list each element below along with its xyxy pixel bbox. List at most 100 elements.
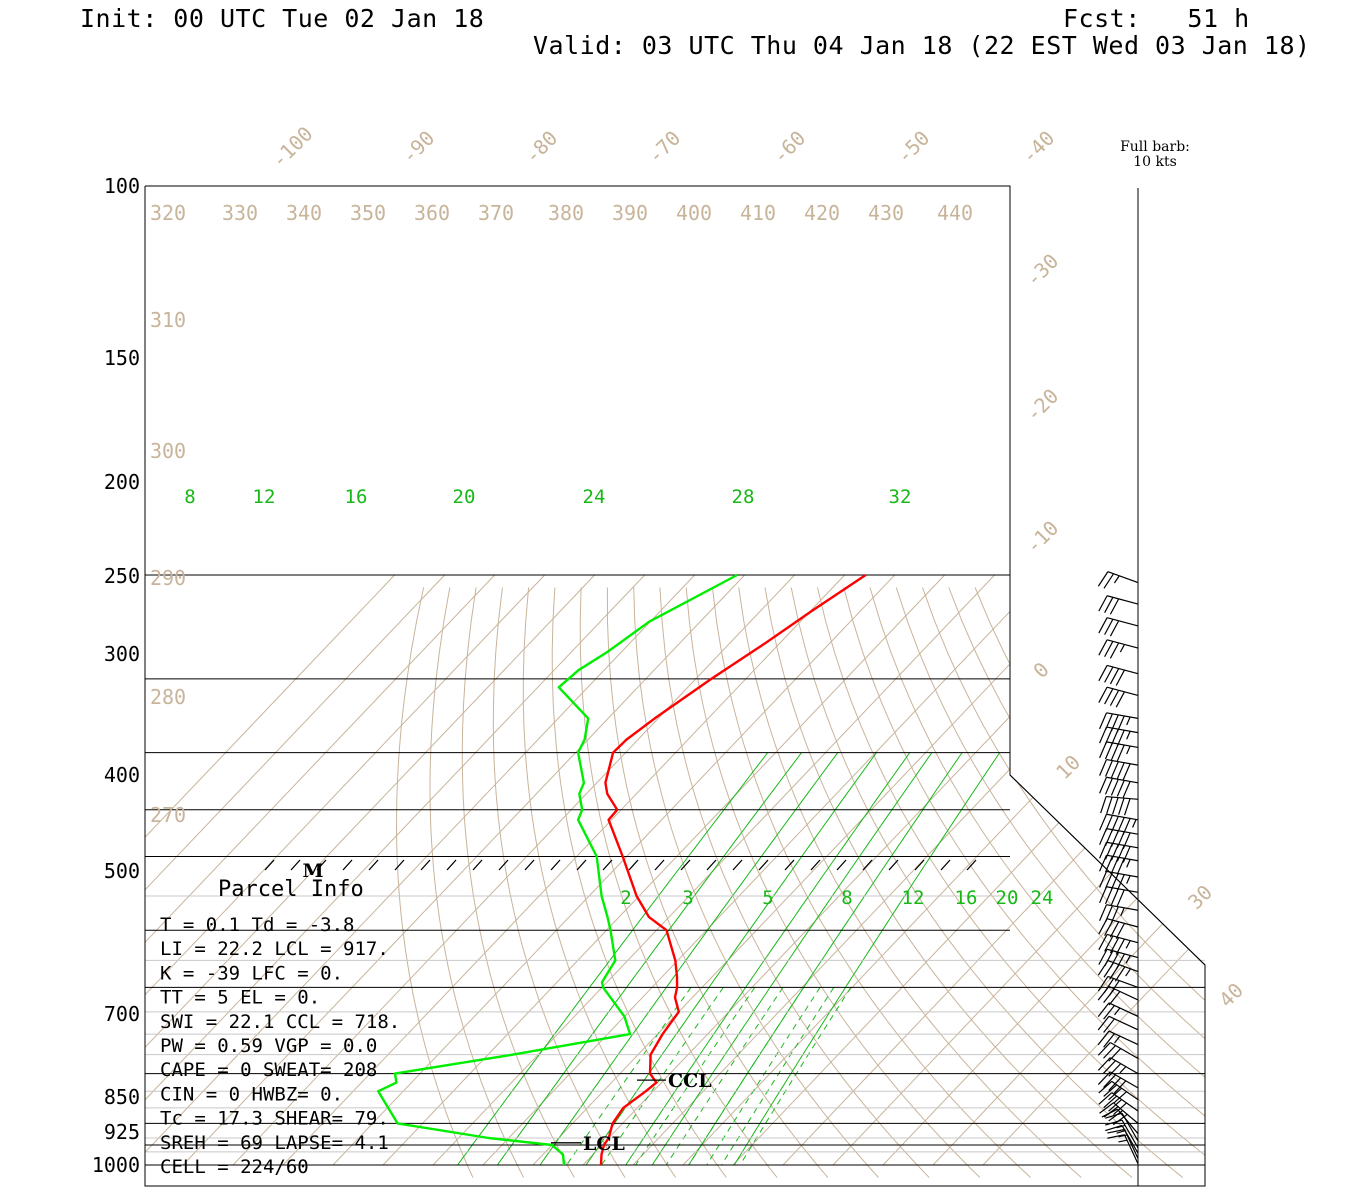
hatch-mark: [290, 859, 301, 871]
wind-barb-staff: [1106, 854, 1139, 862]
wind-barb-flag: [1113, 1091, 1127, 1104]
hatch-mark: [836, 859, 847, 871]
dry-adiabat-line: [461, 587, 575, 1178]
wind-barb-staff: [1106, 776, 1139, 784]
wind-barb-flag: [1108, 1099, 1123, 1112]
isotherm-line: [145, 574, 596, 1166]
wind-barb-staff: [1106, 886, 1139, 893]
wind-barb-flag: [1107, 1134, 1125, 1139]
pressure-label: 700: [104, 1002, 140, 1026]
parcel-info-line: T = 0.1 Td = -3.8: [160, 914, 354, 936]
mixing-ratio-label-lower: 16: [955, 887, 978, 909]
wind-barb-staff: [1106, 595, 1139, 605]
dewpoint-line: [377, 573, 738, 1166]
wind-barb-flag: [1109, 964, 1120, 980]
wind-barb-flag: [1118, 797, 1125, 815]
wind-barb-staff: [1109, 1071, 1139, 1089]
isotherm-line: [732, 574, 1205, 1166]
wind-barb-staff: [1106, 617, 1139, 627]
wind-barb-staff: [1106, 813, 1139, 821]
mixing-ratio-dashed-curve: [566, 987, 692, 1166]
wind-barb-flag: [1109, 689, 1120, 706]
theta-label: 310: [150, 308, 186, 332]
isotherm-line: [145, 574, 396, 1166]
hatch-mark: [914, 859, 925, 871]
hatch-mark: [732, 859, 743, 871]
forecast-hour: Fcst: 51 h: [1063, 4, 1250, 33]
dry-adiabat-line: [948, 587, 1205, 1178]
theta-label: 370: [478, 201, 514, 225]
wind-barbs: [1097, 571, 1139, 1164]
wind-barb-flag: [1098, 934, 1108, 951]
wind-barb-flag: [1098, 617, 1108, 634]
wind-barb-staff: [1106, 870, 1139, 878]
pressure-label: 300: [104, 642, 140, 666]
mixing-ratio-label-lower: 8: [841, 887, 852, 909]
wind-barb-staff: [1106, 686, 1139, 697]
mixing-ratio-label-upper: 16: [345, 486, 368, 508]
sounding-series: LCL CCL M: [302, 573, 867, 1166]
wind-barb-flag: [1110, 844, 1119, 861]
pressure-label: 150: [104, 346, 140, 370]
wind-barb-flag: [1099, 904, 1108, 921]
hatch-mark: [784, 859, 795, 871]
parcel-info-line: LI = 22.2 LCL = 917.: [160, 938, 389, 960]
wind-barb-flag: [1103, 1095, 1118, 1109]
wind-barb-half-flag: [1119, 644, 1126, 653]
theta-label: 440: [937, 201, 973, 225]
wind-barb-flag: [1103, 1074, 1116, 1088]
level-marker-m-label: M: [302, 860, 323, 882]
level-marker-lcl-label: LCL: [583, 1133, 625, 1155]
dry-adiabat-line: [579, 587, 778, 1178]
hatch-mark: [758, 859, 769, 871]
mixing-ratio-label-lower: 2: [620, 887, 631, 909]
theta-label: 350: [350, 201, 386, 225]
isotherm-label: 0: [1028, 657, 1053, 682]
wind-barb-staff: [1106, 948, 1139, 959]
parcel-info-panel: Parcel Info T = 0.1 Td = -3.8LI = 22.2 LC…: [160, 877, 400, 1178]
wind-barb-flag: [1110, 761, 1119, 778]
wind-barb-flag: [1105, 1124, 1123, 1132]
isobars: [145, 574, 1205, 1166]
wind-barb-flag: [1097, 1002, 1110, 1017]
wind-barb-flag: [1103, 1060, 1116, 1074]
wind-barb-flag: [1099, 726, 1108, 744]
wind-barb-flag: [1109, 642, 1120, 659]
isotherm-label: -50: [892, 126, 935, 169]
dry-adiabat-line: [790, 587, 1184, 1178]
wind-barb-flag: [1115, 923, 1126, 940]
wind-barb-staff: [1106, 841, 1139, 849]
theta-label: 270: [150, 803, 186, 827]
wind-barb-flag: [1108, 991, 1121, 1006]
dry-adiabat-line: [522, 587, 677, 1178]
wind-barb-flag: [1103, 962, 1115, 978]
wind-barb-flag: [1104, 778, 1113, 795]
wind-barb-staff: [1108, 1015, 1139, 1031]
wind-barb-flag: [1098, 948, 1108, 965]
theta-label: 300: [150, 439, 186, 463]
wind-barb-flag: [1109, 598, 1120, 615]
parcel-info-line: SWI = 22.1 CCL = 718.: [160, 1011, 400, 1033]
dry-adiabat-line: [659, 587, 930, 1178]
valid-time: Valid: 03 UTC Thu 04 Jan 18 (22 EST Wed …: [533, 31, 1311, 60]
wind-barb-staff: [1106, 918, 1139, 928]
dry-adiabat-line: [817, 587, 1205, 1178]
wind-barb-flag: [1108, 1063, 1122, 1077]
parcel-info-line: PW = 0.59 VGP = 0.0: [160, 1035, 377, 1057]
wind-barb-staff: [1106, 828, 1139, 835]
hatch-mark: [524, 859, 535, 871]
hatch-mark: [680, 859, 691, 871]
theta-label: 400: [676, 201, 712, 225]
wind-barb-flag: [1104, 666, 1114, 683]
isotherm-line: [282, 574, 846, 1166]
isotherm-label: -100: [267, 122, 318, 173]
theta-label: 390: [612, 201, 648, 225]
wind-barb-flag: [1108, 1087, 1123, 1101]
wind-barb-flag: [1104, 872, 1113, 889]
wind-barb-flag: [1097, 1015, 1110, 1031]
wind-barb-flag: [1104, 919, 1114, 936]
theta-label: 420: [804, 201, 840, 225]
wind-barb-flag: [1103, 573, 1115, 589]
mixing-ratio-label-upper: 24: [583, 486, 606, 508]
